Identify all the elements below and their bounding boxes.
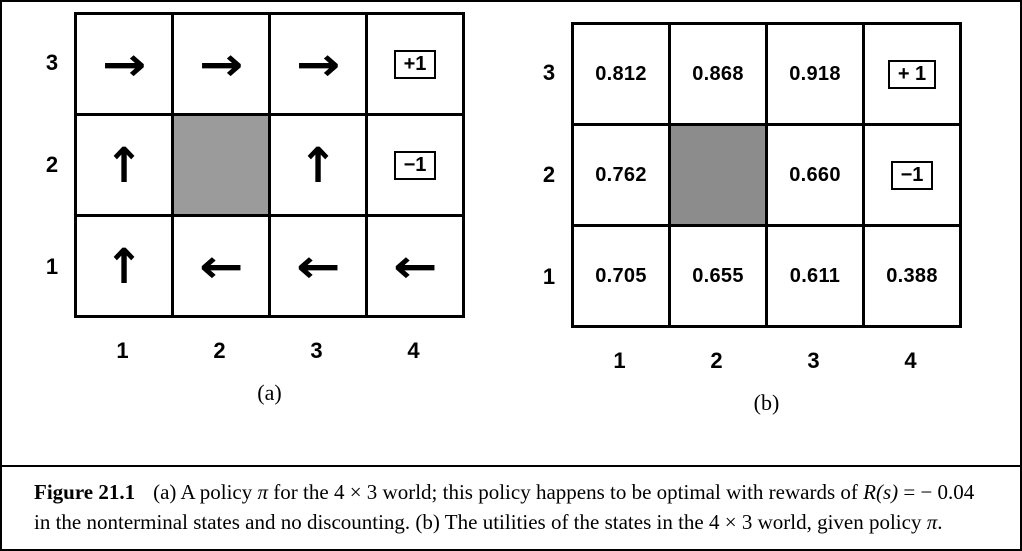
up-arrow-icon: ↑ — [104, 136, 144, 194]
utility-cell-3-4: + 1 — [865, 25, 959, 123]
panel-b-col-labels: 1 2 3 4 — [571, 348, 962, 374]
utility-cell-2-3: 0.660 — [768, 126, 862, 224]
right-arrow-icon: → — [295, 37, 341, 91]
row-label: 2 — [45, 152, 59, 177]
figure-caption: Figure 21.1 (a) A policy π for the 4 × 3 … — [2, 465, 1020, 549]
utility-grid: 0.812 0.868 0.918 + 1 0.762 0.660 −1 0.7… — [571, 22, 962, 328]
utility-cell-3-3: 0.918 — [768, 25, 862, 123]
utility-cell-1-4: 0.388 — [865, 227, 959, 325]
col-label: 4 — [407, 338, 420, 363]
panel-b: 3 2 1 0.812 0.868 0.918 + 1 0.762 0.660 … — [527, 22, 962, 416]
policy-cell-1-3: ← — [271, 217, 365, 315]
policy-cell-2-3: ↑ — [271, 116, 365, 214]
utility-value: 0.868 — [692, 62, 744, 85]
up-arrow-icon: ↑ — [104, 237, 144, 295]
caption-segment: for the 4 × 3 world; this policy happens… — [268, 480, 864, 505]
policy-cell-1-2: ← — [174, 217, 268, 315]
caption-segment: (a) A policy — [153, 480, 258, 505]
policy-cell-2-1: ↑ — [77, 116, 171, 214]
panel-a-row-labels: 3 2 1 — [30, 12, 74, 318]
panel-a-col-labels: 1 2 3 4 — [74, 338, 465, 364]
wall-cell — [671, 126, 765, 224]
policy-cell-3-2: → — [174, 15, 268, 113]
utility-value: 0.812 — [595, 62, 647, 85]
left-arrow-icon: ← — [392, 239, 438, 293]
caption-segment-pi: π — [257, 480, 269, 505]
col-label: 3 — [807, 348, 820, 373]
utility-cell-1-1: 0.705 — [574, 227, 668, 325]
panel-a-label: (a) — [257, 380, 282, 405]
policy-grid: → → → +1 ↑ ↑ −1 ↑ ← ← ← — [74, 12, 465, 318]
utility-cell-3-2: 0.868 — [671, 25, 765, 123]
utility-value: 0.655 — [692, 264, 744, 287]
col-label: 3 — [310, 338, 323, 363]
panel-a: 3 2 1 → → → +1 ↑ ↑ −1 ↑ ← ← ← — [30, 12, 465, 406]
wall-cell — [174, 116, 268, 214]
caption-segment-pi: π — [926, 509, 938, 534]
row-label: 1 — [45, 254, 59, 279]
utility-cell-1-2: 0.655 — [671, 227, 765, 325]
utility-value: 0.611 — [789, 264, 841, 287]
minus-one-terminal: −1 — [393, 150, 437, 180]
utility-cell-2-4: −1 — [865, 126, 959, 224]
figure-area: 3 2 1 → → → +1 ↑ ↑ −1 ↑ ← ← ← — [2, 2, 1020, 465]
left-arrow-icon: ← — [198, 239, 244, 293]
utility-cell-1-3: 0.611 — [768, 227, 862, 325]
utility-value: 0.762 — [595, 163, 647, 186]
utility-value: 0.388 — [886, 264, 938, 287]
row-label: 3 — [45, 50, 59, 75]
col-label: 4 — [904, 348, 917, 373]
policy-cell-2-4: −1 — [368, 116, 462, 214]
policy-cell-3-4: +1 — [368, 15, 462, 113]
panel-b-row-labels: 3 2 1 — [527, 22, 571, 328]
row-label: 2 — [542, 162, 556, 187]
figure-number-label: Figure 21.1 — [34, 480, 136, 505]
utility-cell-3-1: 0.812 — [574, 25, 668, 123]
up-arrow-icon: ↑ — [298, 136, 338, 194]
col-label: 2 — [710, 348, 723, 373]
policy-cell-3-1: → — [77, 15, 171, 113]
row-label: 1 — [542, 264, 556, 289]
caption-segment-reward: R(s) — [863, 480, 899, 505]
left-arrow-icon: ← — [295, 239, 341, 293]
right-arrow-icon: → — [198, 37, 244, 91]
plus-one-terminal: +1 — [393, 49, 437, 79]
utility-cell-2-1: 0.762 — [574, 126, 668, 224]
policy-cell-1-1: ↑ — [77, 217, 171, 315]
col-label: 1 — [613, 348, 626, 373]
utility-value: 0.918 — [789, 62, 841, 85]
caption-segment: . — [937, 509, 943, 534]
policy-cell-3-3: → — [271, 15, 365, 113]
caption-text: Figure 21.1 (a) A policy π for the 4 × 3 … — [34, 478, 990, 537]
panel-b-label: (b) — [753, 390, 780, 415]
right-arrow-icon: → — [101, 37, 147, 91]
row-label: 3 — [542, 60, 556, 85]
minus-one-terminal: −1 — [890, 160, 934, 190]
col-label: 1 — [116, 338, 129, 363]
utility-value: 0.660 — [789, 163, 841, 186]
plus-one-terminal: + 1 — [887, 59, 937, 89]
caption-segment: = − 0.04 in the nonterminal states and n… — [34, 480, 975, 534]
policy-cell-1-4: ← — [368, 217, 462, 315]
col-label: 2 — [213, 338, 226, 363]
utility-value: 0.705 — [595, 264, 647, 287]
